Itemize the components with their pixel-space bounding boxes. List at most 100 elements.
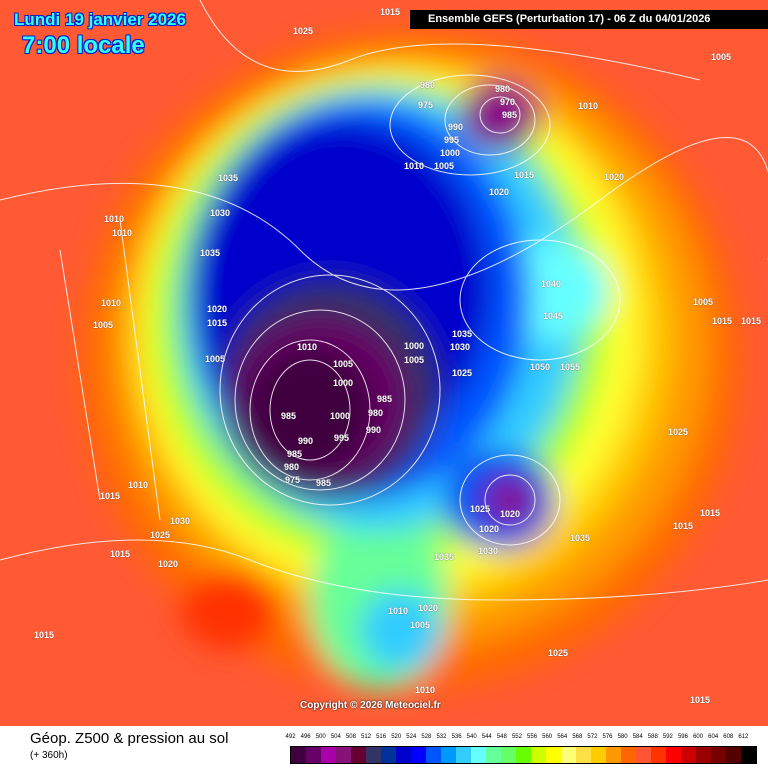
pressure-label: 1045 [543, 311, 564, 321]
pressure-label: 1040 [541, 279, 562, 289]
pressure-label: 1010 [297, 342, 318, 352]
pressure-label: 975 [285, 475, 301, 485]
scale-label: 560 [542, 734, 553, 740]
pressure-label: 1015 [110, 549, 131, 559]
scale-swatch [291, 747, 306, 763]
scale-label: 612 [738, 734, 749, 740]
scale-swatch [366, 747, 381, 763]
scale-swatch [576, 747, 591, 763]
pressure-label: 985 [316, 478, 332, 488]
pressure-label: 1010 [415, 685, 436, 695]
scale-label: 504 [330, 734, 341, 740]
scale-swatch [516, 747, 531, 763]
forecast-time: 7:00 locale [22, 32, 145, 59]
pressure-label: 1020 [489, 187, 510, 197]
pressure-label: 1005 [693, 297, 714, 307]
pressure-label: 1020 [604, 172, 625, 182]
scale-label: 600 [693, 734, 704, 740]
scale-label: 556 [527, 734, 538, 740]
pressure-label: 1005 [93, 320, 114, 330]
scale-label: 520 [391, 734, 402, 740]
pressure-label: 990 [448, 122, 464, 132]
scale-swatch [561, 747, 576, 763]
scale-label: 532 [436, 734, 447, 740]
pressure-label: 1015 [34, 630, 55, 640]
pressure-label: 1025 [452, 368, 473, 378]
scale-swatch [681, 747, 696, 763]
pressure-label: 1000 [404, 341, 425, 351]
pressure-label: 1005 [434, 161, 455, 171]
forecast-range: (+ 360h) [30, 750, 68, 761]
pressure-label: 995 [444, 135, 460, 145]
pressure-label: 1005 [404, 355, 425, 365]
run-banner: Ensemble GEFS (Perturbation 17) - 06 Z d… [410, 10, 768, 29]
pressure-label: 1030 [450, 342, 471, 352]
scale-swatch [471, 747, 486, 763]
scale-label: 536 [451, 734, 462, 740]
scale-swatch [336, 747, 351, 763]
pressure-label: 1010 [404, 161, 425, 171]
scale-swatch [306, 747, 321, 763]
scale-label: 588 [647, 734, 658, 740]
scale-swatch [621, 747, 636, 763]
scale-label: 604 [708, 734, 719, 740]
pressure-label: 1025 [293, 26, 314, 36]
scale-swatch [591, 747, 606, 763]
pressure-label: 1000 [440, 148, 461, 158]
isobars [0, 0, 768, 601]
pressure-label: 1010 [104, 214, 125, 224]
scale-swatch [666, 747, 681, 763]
pressure-label: 1020 [479, 524, 500, 534]
scale-label: 516 [376, 734, 387, 740]
pressure-label: 1010 [388, 606, 409, 616]
pressure-label: 985 [281, 411, 297, 421]
scale-label: 576 [602, 734, 613, 740]
pressure-label: 1005 [205, 354, 226, 364]
pressure-label: 1020 [207, 304, 228, 314]
pressure-label: 1020 [500, 509, 521, 519]
scale-label: 496 [300, 734, 311, 740]
scale-label: 596 [677, 734, 688, 740]
pressure-label: 1015 [514, 170, 535, 180]
pressure-label: 1015 [380, 7, 401, 17]
pressure-label: 1050 [530, 362, 551, 372]
pressure-label: 980 [368, 408, 384, 418]
scale-swatch [606, 747, 621, 763]
pressure-label: 1010 [112, 228, 133, 238]
scale-label: 524 [406, 734, 417, 740]
scale-swatch [396, 747, 411, 763]
forecast-date: Lundi 19 janvier 2026 [14, 10, 186, 29]
pressure-label: 990 [298, 436, 314, 446]
scale-swatch [651, 747, 666, 763]
pressure-label: 1035 [200, 248, 221, 258]
pressure-label: 980 [420, 80, 436, 90]
pressure-label: 985 [377, 394, 393, 404]
pressure-label: 1015 [712, 316, 733, 326]
pressure-label: 1020 [418, 603, 439, 613]
pressure-label: 1010 [128, 480, 149, 490]
scale-swatch [321, 747, 336, 763]
pressure-label: 980 [495, 84, 511, 94]
pressure-label: 1035 [570, 533, 591, 543]
pressure-label: 985 [287, 449, 303, 459]
pressure-label: 1030 [478, 546, 499, 556]
pressure-label: 1020 [158, 559, 179, 569]
pressure-label: 1055 [560, 362, 581, 372]
scale-label: 492 [285, 734, 296, 740]
scale-swatch [501, 747, 516, 763]
scale-label: 552 [511, 734, 522, 740]
scale-label: 564 [557, 734, 568, 740]
pressure-label: 1035 [452, 329, 473, 339]
pressure-label: 1025 [548, 648, 569, 658]
scale-swatch [456, 747, 471, 763]
pressure-label: 995 [334, 433, 350, 443]
pressure-label: 970 [500, 97, 516, 107]
copyright: Copyright © 2026 Meteociel.fr [300, 700, 441, 711]
pressure-label: 1025 [668, 427, 689, 437]
legend-footer: Géop. Z500 & pression au sol (+ 360h) 49… [0, 726, 768, 768]
scale-label: 592 [662, 734, 673, 740]
pressure-label: 975 [418, 100, 434, 110]
scale-swatch [531, 747, 546, 763]
pressure-label: 1015 [100, 491, 121, 501]
pressure-label: 1015 [700, 508, 721, 518]
